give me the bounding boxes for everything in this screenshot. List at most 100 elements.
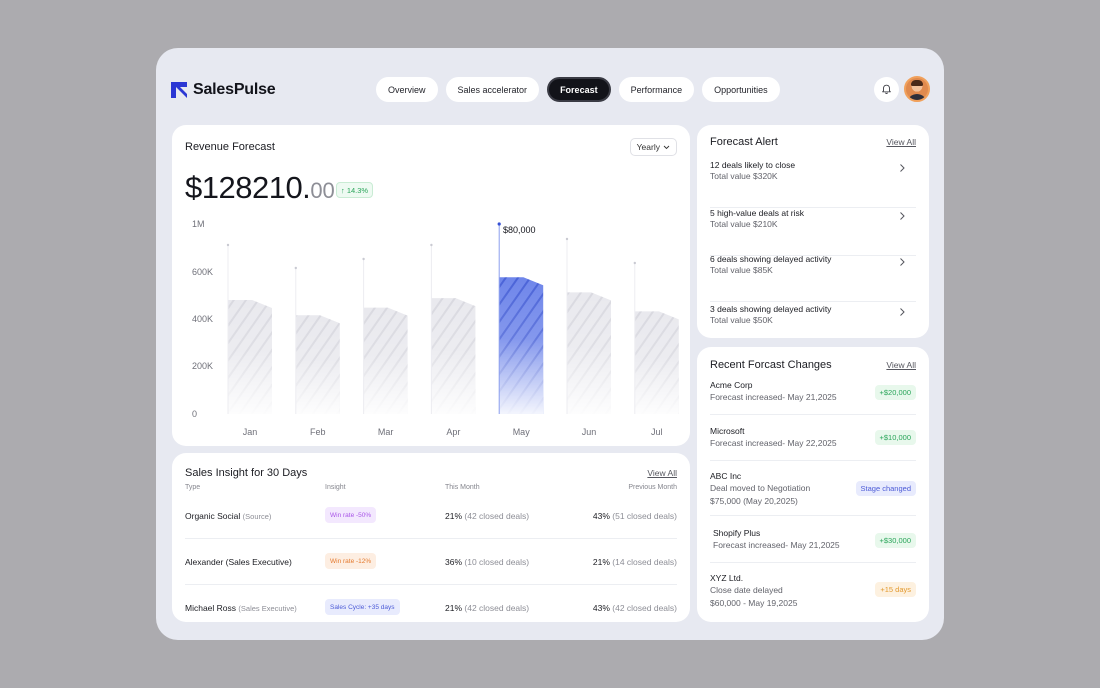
revenue-amount-main: $128210. [185,170,311,205]
chevron-right-icon [900,258,905,266]
x-tick-label: Apr [446,427,460,437]
this-month-pct: 36% [445,557,463,567]
revenue-forecast-title: Revenue Forecast [185,141,275,153]
alert-item[interactable]: 12 deals likely to close Total value $32… [710,160,916,208]
x-tick-label: May [513,427,531,437]
tab-sales-accelerator[interactable]: Sales accelerator [445,77,540,102]
table-row[interactable]: Michael Ross (Sales Executive) Sales Cyc… [185,585,677,631]
x-tick-label: Jun [582,427,597,437]
app-logo[interactable]: SalesPulse [171,81,276,99]
app-window: SalesPulse Overview Sales accelerator Fo… [156,48,944,640]
change-detail: Close date delayed [710,585,783,595]
salespulse-logo-icon [171,82,187,98]
table-row[interactable]: Alexander (Sales Executive) Win rate -12… [185,539,677,585]
this-month-note: (42 closed deals) [464,603,530,613]
change-detail: Forecast increased- May 21,2025 [713,540,840,550]
forecast-alert-card: Forecast Alert View All 12 deals likely … [697,125,929,338]
insight-pill: Sales Cycle: +35 days [325,599,400,615]
change-detail: Deal moved to Negotiation [710,483,811,493]
row-sub: (Sales Executive) [238,604,297,613]
bar-mar[interactable] [362,257,408,414]
bar-marker-dot [633,261,636,265]
change-detail: Forecast increased- May 22,2025 [710,438,837,448]
change-item[interactable]: ABC Inc Deal moved to Negotiation $75,00… [710,470,916,516]
alert-value: Total value $210K [710,219,778,229]
recent-changes-view-all-link[interactable]: View All [886,360,916,370]
notifications-button[interactable] [874,77,899,102]
prev-month-note: (42 closed deals) [612,603,677,613]
forecast-alert-title: Forecast Alert [710,136,778,148]
prev-month-note: (51 closed deals) [612,511,677,521]
this-month-pct: 21% [445,603,463,613]
growth-badge: ↑ 14.3% [336,182,374,198]
alert-title: 5 high-value deals at risk [710,208,805,218]
y-tick-label: 200K [192,361,213,371]
user-avatar[interactable] [904,76,930,102]
change-company: Shopify Plus [713,528,761,538]
x-tick-label: Feb [310,427,326,437]
x-tick-label: Jul [651,427,663,437]
change-item[interactable]: Microsoft Forecast increased- May 22,202… [710,425,916,461]
app-name: SalesPulse [193,81,276,98]
bar-feb[interactable] [294,266,340,414]
bar-jul[interactable] [633,261,679,414]
chevron-right-icon [900,212,905,220]
y-tick-label: 600K [192,267,213,277]
change-company: Acme Corp [710,380,753,390]
bar-tooltip-value: $80,000 [503,225,536,235]
change-badge: +$30,000 [874,533,916,548]
change-detail-secondary: $60,000 - May 19,2025 [710,597,798,608]
alert-item[interactable]: 5 high-value deals at risk Total value $… [710,208,916,256]
alert-title: 3 deals showing delayed activity [710,304,832,314]
change-company: XYZ Ltd. [710,573,744,583]
prev-month-pct: 43% [592,603,610,613]
bar-marker-dot [565,237,569,241]
bars-group [226,222,679,414]
prev-month-note: (14 closed deals) [612,557,677,567]
x-axis: Jan Feb Mar Apr May Jun Jul [243,427,663,437]
sales-insight-view-all-link[interactable]: View All [647,468,677,478]
alert-value: Total value $85K [710,265,773,275]
table-row[interactable]: Organic Social (Source) Win rate -50% 21… [185,493,677,539]
bar-fade [295,315,340,414]
x-tick-label: Mar [378,427,394,437]
row-name: Alexander (Sales Executive) [185,557,292,567]
change-badge: +$10,000 [874,430,916,445]
chevron-right-icon [900,164,905,172]
bar-may[interactable] [497,222,544,414]
main-nav: Overview Sales accelerator Forecast Perf… [376,77,780,102]
bar-marker-dot [294,266,297,270]
bar-jun[interactable] [565,237,611,414]
revenue-forecast-card: Revenue Forecast Yearly $128210.00 ↑ 14.… [172,125,690,446]
revenue-bar-chart: 1M 600K 400K 200K 0 Jan Feb Mar Apr May Jun Jul $8… [192,219,679,437]
change-item[interactable]: XYZ Ltd. Close date delayed $60,000 - Ma… [710,572,916,612]
period-select[interactable]: Yearly [629,138,677,156]
forecast-alert-view-all-link[interactable]: View All [886,137,916,147]
y-tick-label: 0 [192,409,197,419]
y-tick-label: 1M [192,219,205,229]
tab-overview[interactable]: Overview [376,77,438,102]
chevron-down-icon [663,145,670,149]
tab-opportunities[interactable]: Opportunities [702,77,780,102]
bar-jan[interactable] [226,243,272,414]
alert-item[interactable]: 3 deals showing delayed activity Total v… [710,304,916,352]
y-axis: 1M 600K 400K 200K 0 [192,219,213,419]
alert-value: Total value $320K [710,171,778,181]
bar-fade [431,298,476,414]
insight-pill: Win rate -12% [325,553,377,569]
revenue-amount-cents: 00 [310,178,335,203]
recent-forecast-changes-card: Recent Forcast Changes View All Acme Cor… [697,347,929,622]
tab-performance[interactable]: Performance [618,77,695,102]
change-item[interactable]: Shopify Plus Forecast increased- May 21,… [710,527,916,563]
row-name: Organic Social [185,511,241,521]
change-item[interactable]: Acme Corp Forecast increased- May 21,202… [710,379,916,415]
change-badge: Stage changed [855,481,916,496]
bar-apr[interactable] [430,243,476,414]
bar-marker-dot [226,243,230,247]
alert-item[interactable]: 6 deals showing delayed activity Total v… [710,254,916,302]
sales-insight-card: Sales Insight for 30 Days View All Type … [172,453,690,622]
bar-fade [567,292,611,414]
y-tick-label: 400K [192,314,213,324]
bar-fade [634,311,679,414]
tab-forecast[interactable]: Forecast [547,77,611,102]
